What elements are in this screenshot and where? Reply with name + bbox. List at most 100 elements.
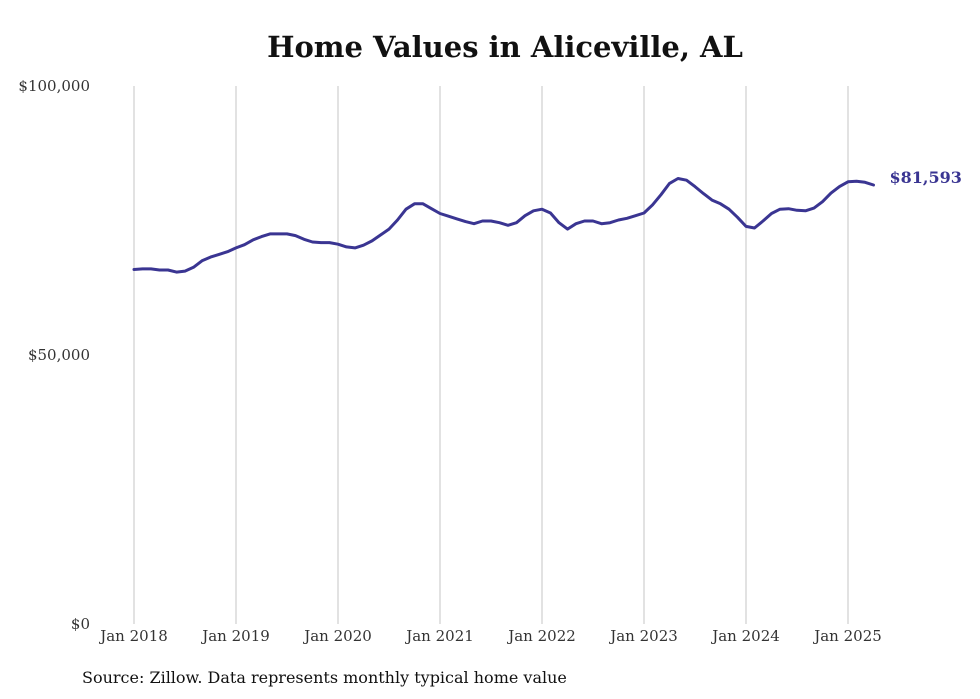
data-point [184,270,187,273]
data-point [847,180,850,183]
data-point [150,267,153,270]
data-point [745,225,748,228]
data-point [481,220,484,223]
data-point [328,241,331,244]
data-point [617,219,620,222]
data-point [532,209,535,212]
y-tick-label: $100,000 [18,77,90,95]
data-point [753,227,756,230]
data-point [209,256,212,259]
x-tick-label: Jan 2022 [506,627,576,645]
data-point [770,212,773,215]
data-point [804,209,807,212]
data-point [685,179,688,182]
data-point [141,267,144,270]
data-point [719,202,722,205]
data-point [252,238,255,241]
data-point [158,269,161,272]
data-point [277,232,280,235]
data-point [872,184,875,187]
data-point [609,221,612,224]
data-point [320,241,323,244]
data-point [634,214,637,217]
data-point [549,212,552,215]
y-tick-label: $0 [71,615,90,633]
data-point [651,203,654,206]
data-point [524,214,527,217]
data-point [796,209,799,212]
data-point [541,208,544,211]
data-point [362,244,365,247]
data-point [269,232,272,235]
data-point [243,243,246,246]
data-point [558,221,561,224]
data-point [175,271,178,274]
data-point [813,207,816,210]
data-point [728,208,731,211]
x-tick-label: Jan 2023 [608,627,678,645]
data-point [702,192,705,195]
data-point [507,224,510,227]
data-point [260,235,263,238]
x-tick-label: Jan 2021 [404,627,474,645]
data-point [464,220,467,223]
data-point [311,241,314,244]
data-point [473,222,476,225]
x-tick-label: Jan 2019 [200,627,270,645]
data-point [371,239,374,242]
data-point [779,208,782,211]
data-point [762,220,765,223]
data-point [201,259,204,262]
data-point [430,207,433,210]
data-point [167,269,170,272]
data-point [337,243,340,246]
data-point [575,222,578,225]
source-note: Source: Zillow. Data represents monthly … [82,668,567,687]
x-tick-label: Jan 2025 [812,627,882,645]
data-point [447,215,450,218]
series-line [132,177,875,274]
data-point [566,228,569,231]
data-point [354,246,357,249]
data-point [303,238,306,241]
data-point [133,268,136,271]
data-point [583,220,586,223]
data-point [668,182,671,185]
data-point [838,185,841,188]
data-point [643,212,646,215]
data-point [396,219,399,222]
data-point [345,245,348,248]
data-point [379,234,382,237]
data-point [677,177,680,180]
data-point [660,193,663,196]
data-point [456,217,459,220]
data-point [821,200,824,203]
data-point [711,199,714,202]
data-point [694,185,697,188]
data-point [413,202,416,205]
data-point [226,250,229,253]
data-point [388,228,391,231]
data-point [294,234,297,237]
data-point [830,192,833,195]
end-value-label: $81,593 [890,168,962,187]
y-tick-label: $50,000 [28,346,90,364]
data-point [864,181,867,184]
data-point [736,216,739,219]
x-tick-label: Jan 2024 [710,627,780,645]
chart-title: Home Values in Aliceville, AL [267,30,743,64]
data-point [422,202,425,205]
data-point [855,180,858,183]
data-point [490,220,493,223]
data-point [515,221,518,224]
data-point [787,207,790,210]
data-point [235,246,238,249]
data-point [439,212,442,215]
data-point [218,253,221,256]
data-point [600,222,603,225]
x-tick-label: Jan 2018 [98,627,168,645]
data-point [592,220,595,223]
data-point [192,266,195,269]
